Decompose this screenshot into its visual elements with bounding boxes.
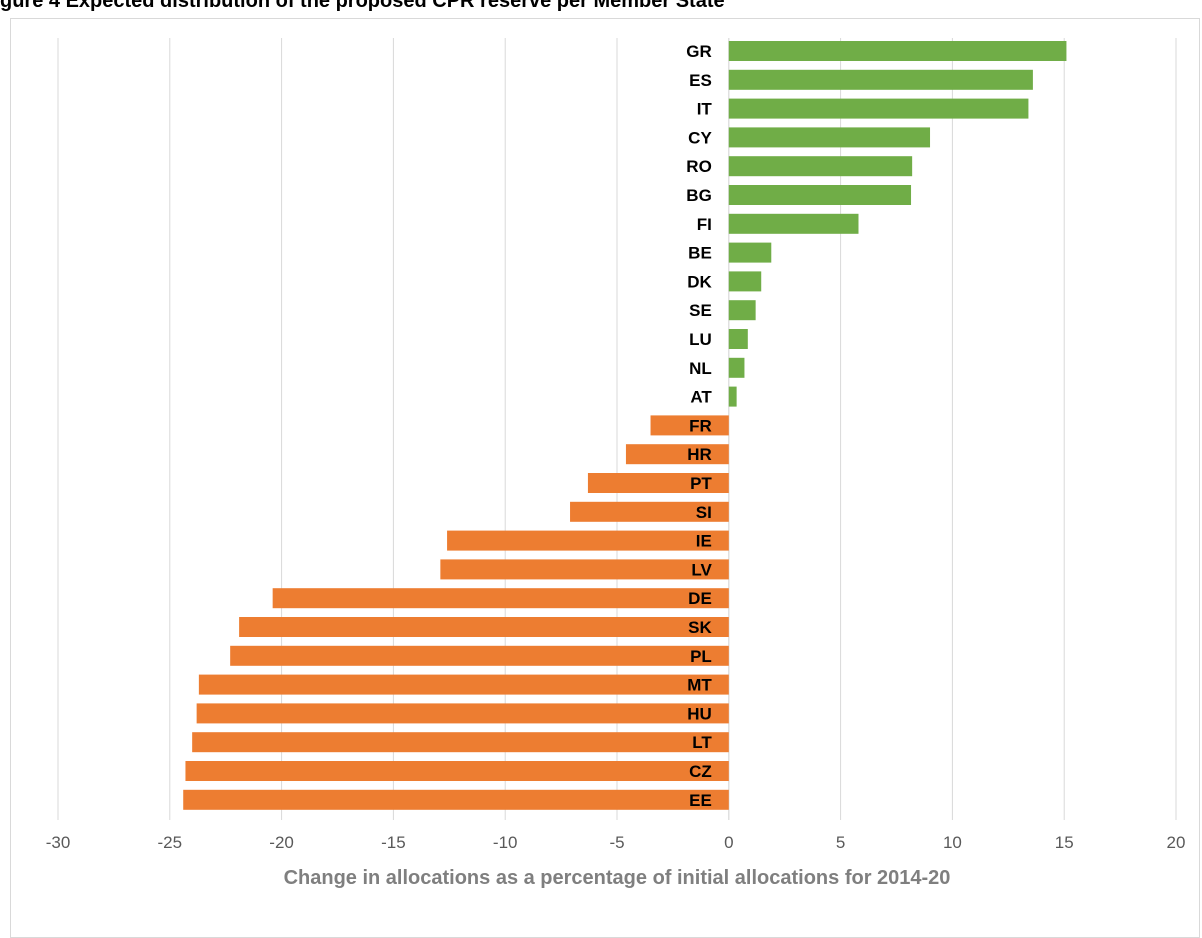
bar-cz: [185, 761, 729, 781]
category-label-ee: EE: [689, 791, 712, 810]
category-labels: GR ES IT CY RO BG FI BE DK SE LU NL AT FR HR PT SI IE LV DE…: [686, 42, 712, 810]
category-label-lt: LT: [692, 733, 712, 752]
category-label-fr: FR: [689, 416, 712, 435]
x-tick-label: -20: [269, 833, 294, 852]
category-label-be: BE: [688, 244, 712, 263]
category-label-gr: GR: [686, 42, 712, 61]
category-label-nl: NL: [689, 359, 712, 378]
category-label-sk: SK: [688, 618, 712, 637]
category-label-hr: HR: [687, 445, 712, 464]
category-label-se: SE: [689, 301, 712, 320]
bar-lt: [192, 732, 729, 753]
category-label-lu: LU: [689, 330, 712, 349]
x-tick-label: -15: [381, 833, 406, 852]
x-tick-label: -10: [493, 833, 518, 852]
category-label-ie: IE: [696, 532, 712, 551]
category-label-si: SI: [696, 503, 712, 522]
bar-hr: [625, 444, 729, 465]
x-tick-label: -25: [158, 833, 183, 852]
grid-lines: [57, 38, 1177, 820]
bar-it: [728, 98, 1029, 119]
x-tick-label: 20: [1167, 833, 1186, 852]
page-title: gure 4 Expected distribution of the prop…: [0, 0, 725, 12]
category-label-de: DE: [688, 589, 712, 608]
bar-mt: [198, 674, 729, 695]
bar-bg: [728, 185, 912, 205]
bars: [183, 41, 1067, 810]
bar-fr: [650, 415, 729, 436]
bar-be: [728, 242, 772, 263]
bar-se: [728, 300, 756, 321]
x-tick-label: 15: [1055, 833, 1074, 852]
bar-si: [570, 501, 729, 522]
bar-ee: [183, 789, 729, 810]
bar-fi: [728, 213, 859, 234]
bar-hu: [196, 703, 729, 724]
category-label-mt: MT: [687, 676, 712, 695]
bar-de: [272, 588, 729, 609]
category-label-fi: FI: [697, 215, 712, 234]
category-label-es: ES: [689, 71, 712, 90]
bar-at: [728, 386, 737, 407]
x-tick-label: 10: [943, 833, 962, 852]
x-tick-label: 5: [836, 833, 845, 852]
x-tick-labels: -30 -25 -20 -15 -10 -5 0 5 10 15 20: [46, 833, 1186, 852]
x-axis-title: Change in allocations as a percentage of…: [284, 867, 951, 889]
category-label-cy: CY: [688, 128, 712, 147]
bar-pt: [587, 473, 729, 493]
bar-gr: [728, 41, 1067, 61]
category-label-hu: HU: [687, 704, 712, 723]
category-label-dk: DK: [687, 272, 712, 291]
bar-lu: [728, 329, 748, 349]
category-label-ro: RO: [686, 157, 712, 176]
bar-nl: [728, 357, 745, 378]
category-label-pl: PL: [690, 647, 712, 666]
category-label-pt: PT: [690, 474, 712, 493]
bar-sk: [239, 617, 729, 637]
x-tick-label: -5: [609, 833, 624, 852]
x-tick-label: 0: [724, 833, 733, 852]
bar-ie: [447, 530, 729, 551]
category-label-it: IT: [697, 100, 713, 119]
category-label-lv: LV: [691, 560, 712, 579]
bar-dk: [728, 271, 762, 292]
bar-pl: [230, 645, 729, 666]
bar-es: [728, 69, 1033, 90]
x-tick-label: -30: [46, 833, 71, 852]
category-label-at: AT: [690, 388, 712, 407]
bar-cy: [728, 127, 931, 148]
bar-lv: [440, 559, 729, 580]
category-label-cz: CZ: [689, 762, 712, 781]
category-label-bg: BG: [686, 186, 712, 205]
bar-ro: [728, 156, 913, 177]
